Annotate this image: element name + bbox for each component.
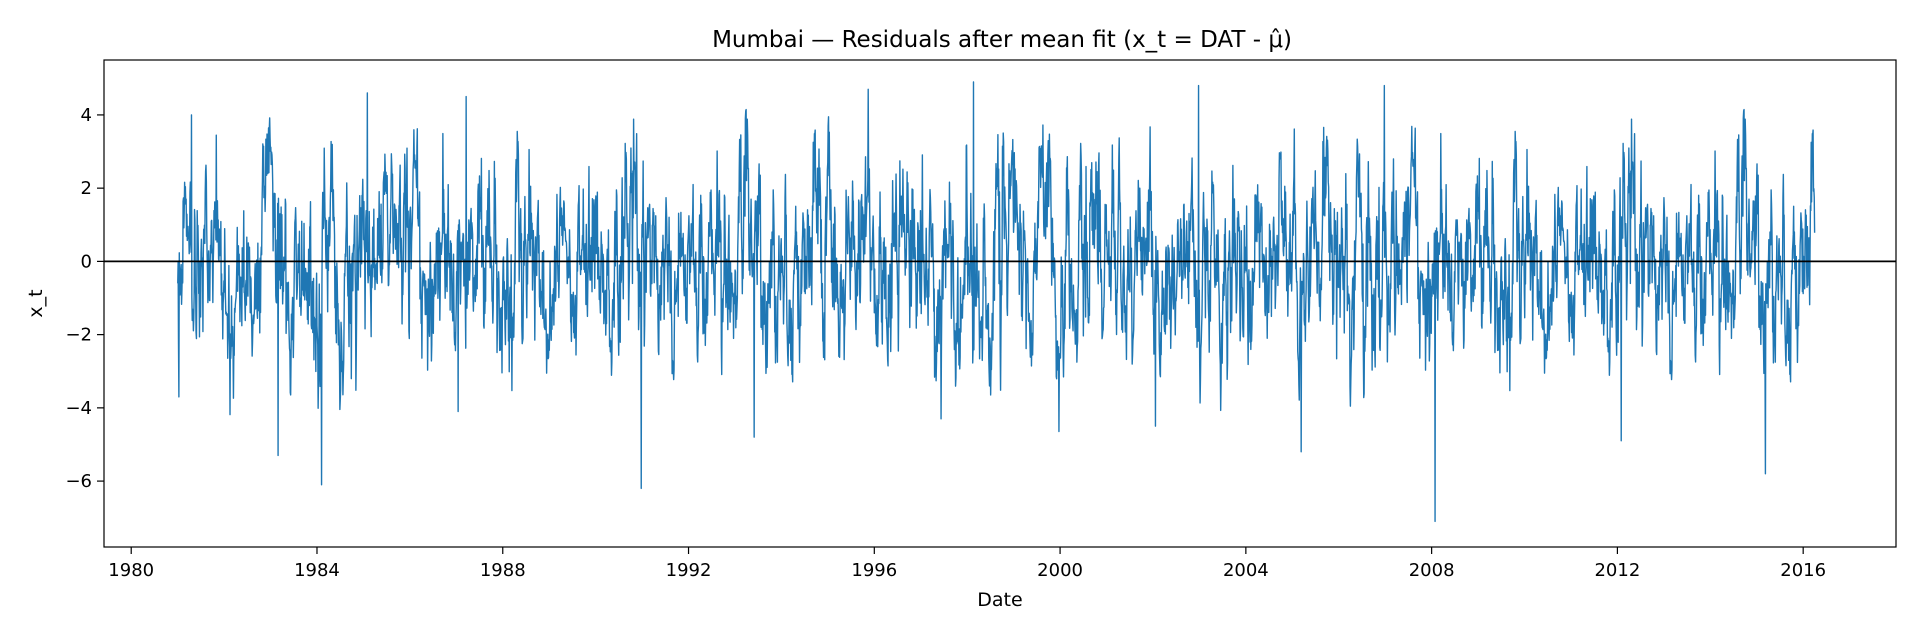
series-layer bbox=[177, 81, 1816, 523]
y-axis-label: x_t bbox=[25, 289, 47, 317]
y-tick-label: 2 bbox=[81, 178, 92, 199]
x-tick-label: 1984 bbox=[294, 560, 340, 581]
x-tick-label: 1992 bbox=[666, 560, 712, 581]
chart-title: Mumbai — Residuals after mean fit (x_t =… bbox=[712, 27, 1292, 53]
y-tick-label: −6 bbox=[65, 471, 92, 492]
x-axis-label: Date bbox=[977, 589, 1022, 611]
series-line-residuals bbox=[177, 81, 1816, 523]
x-tick-label: 1996 bbox=[851, 560, 897, 581]
y-tick-label: −2 bbox=[65, 325, 92, 346]
y-tick-label: 4 bbox=[81, 105, 92, 126]
plot-area bbox=[103, 59, 1897, 548]
y-axis-ticks: −6 −4 −2 0 2 4 bbox=[65, 105, 104, 492]
x-tick-label: 1980 bbox=[108, 560, 154, 581]
x-tick-label: 2000 bbox=[1037, 560, 1083, 581]
x-tick-label: 2012 bbox=[1594, 560, 1640, 581]
x-tick-label: 2008 bbox=[1409, 560, 1455, 581]
y-tick-label: 0 bbox=[81, 251, 92, 272]
x-tick-label: 2004 bbox=[1223, 560, 1269, 581]
y-tick-label: −4 bbox=[65, 398, 92, 419]
x-tick-label: 1988 bbox=[480, 560, 526, 581]
x-axis-ticks: 1980 1984 1988 1992 1996 2000 2004 2008 2012 2016 bbox=[108, 547, 1826, 581]
x-tick-label: 2016 bbox=[1780, 560, 1826, 581]
